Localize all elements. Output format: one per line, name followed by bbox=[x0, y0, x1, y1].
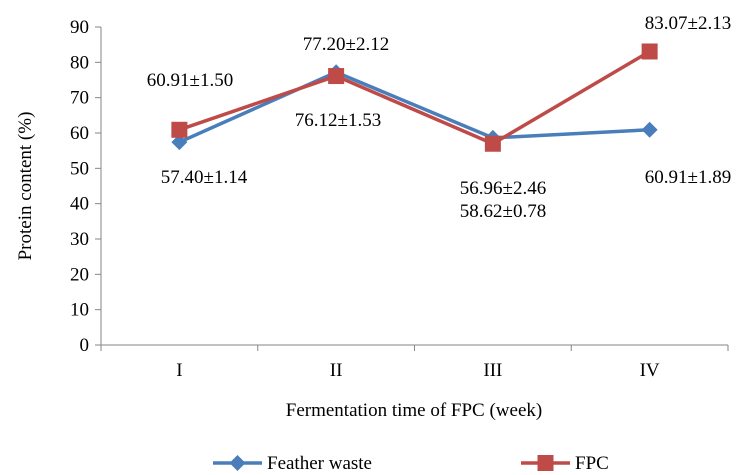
x-tick-label: III bbox=[483, 360, 502, 381]
data-label: 77.20±2.12 bbox=[303, 34, 389, 55]
legend-marker bbox=[229, 455, 246, 471]
legend-item: FPC bbox=[521, 453, 609, 474]
x-tick-label: IV bbox=[640, 360, 660, 381]
data-label: 60.91±1.50 bbox=[147, 70, 233, 91]
y-axis-title: Protein content (%) bbox=[15, 112, 36, 261]
y-tick-label: 20 bbox=[70, 264, 89, 285]
y-tick-label: 60 bbox=[70, 123, 89, 144]
y-tick-label: 80 bbox=[70, 52, 89, 73]
data-label: 76.12±1.53 bbox=[295, 110, 381, 131]
y-tick-label: 30 bbox=[70, 229, 89, 250]
series-line bbox=[178, 49, 651, 146]
series-fpc bbox=[171, 43, 658, 152]
data-label: 83.07±2.13 bbox=[645, 13, 731, 34]
y-tick-label: 40 bbox=[70, 194, 89, 215]
data-label: 58.62±0.78 bbox=[460, 201, 546, 222]
series-lines bbox=[171, 43, 658, 152]
legend: Feather waste FPC bbox=[213, 453, 609, 474]
data-label: 60.91±1.89 bbox=[645, 167, 731, 188]
legend-label: Feather waste bbox=[267, 453, 372, 474]
data-point bbox=[641, 43, 658, 60]
legend-marker bbox=[537, 455, 554, 471]
x-axis: I II III IV bbox=[100, 344, 729, 381]
data-point bbox=[171, 121, 188, 138]
data-label: 57.40±1.14 bbox=[161, 167, 248, 188]
series-line bbox=[178, 70, 650, 144]
x-axis-title: Fermentation time of FPC (week) bbox=[286, 400, 542, 421]
legend-label: FPC bbox=[575, 453, 609, 474]
data-labels: 57.40±1.14 77.20±2.12 58.62±0.78 60.91±1.89… bbox=[147, 13, 731, 222]
y-tick-label: 50 bbox=[70, 158, 89, 179]
data-label: 56.96±2.46 bbox=[460, 178, 546, 199]
data-point bbox=[484, 135, 501, 152]
data-point bbox=[641, 121, 658, 138]
x-tick-label: I bbox=[176, 360, 182, 381]
data-point bbox=[328, 68, 345, 85]
x-tick-label: II bbox=[330, 360, 343, 381]
y-tick-label: 70 bbox=[70, 88, 89, 109]
legend-item: Feather waste bbox=[213, 453, 372, 474]
y-tick-label: 90 bbox=[70, 17, 89, 38]
y-tick-label: 0 bbox=[80, 335, 90, 356]
data-point bbox=[171, 134, 188, 151]
y-axis: 0 10 20 30 40 50 60 70 80 90 bbox=[70, 17, 102, 356]
y-tick-label: 10 bbox=[70, 300, 89, 321]
